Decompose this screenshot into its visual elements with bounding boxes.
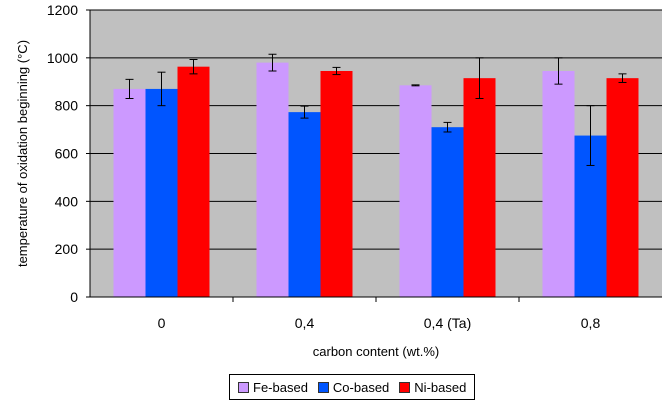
x-tick-label: 0,4 (Ta) [424, 315, 471, 331]
bar-co-based [145, 88, 178, 297]
y-tick-label: 600 [55, 146, 79, 162]
error-bar [125, 78, 134, 99]
axes [86, 9, 662, 302]
x-tick-label: 0 [158, 315, 166, 331]
legend-label: Co-based [332, 379, 390, 395]
y-tick-label: 1200 [47, 2, 78, 18]
bars [113, 62, 639, 298]
y-tick-labels: 0 200 400 600 800 1000 1200 [47, 2, 78, 305]
error-bar [268, 53, 277, 72]
bar-fe-based [113, 88, 146, 297]
legend-swatch [317, 381, 329, 393]
error-bar [443, 121, 452, 133]
x-tick-label: 0,8 [581, 315, 601, 331]
bar-ni-based [320, 70, 353, 297]
y-tick-label: 1000 [47, 50, 78, 66]
error-bars [125, 53, 627, 166]
bar-co-based [288, 112, 321, 297]
legend-item-co-based: Co-based [317, 379, 390, 395]
x-tick-label: 0,4 [295, 315, 315, 331]
legend-label: Ni-based [414, 379, 467, 395]
y-tick-label: 400 [55, 193, 79, 209]
error-bar [618, 73, 627, 83]
legend-swatch [399, 381, 411, 393]
error-bar [475, 57, 484, 99]
error-bar [554, 57, 563, 85]
error-bar [411, 84, 420, 87]
bar-fe-based [256, 62, 289, 297]
bar-ni-based [177, 66, 210, 298]
x-axis-title: carbon content (wt.%) [313, 344, 439, 359]
y-tick-label: 200 [55, 241, 79, 257]
error-bar [586, 105, 595, 166]
legend-label: Fe-based [253, 379, 308, 395]
bar-fe-based [399, 85, 432, 298]
error-bar [189, 59, 198, 75]
y-axis-title: temperature of oxidation beginning (°C) [15, 40, 30, 267]
y-tick-label: 0 [70, 289, 78, 305]
error-bar [157, 71, 166, 107]
bar-ni-based [463, 78, 496, 297]
legend-item-fe-based: Fe-based [238, 380, 308, 395]
x-tick-labels: 0 0,4 0,4 (Ta) 0,8 [158, 315, 601, 331]
bar-co-based [431, 127, 464, 297]
bar-ni-based [606, 78, 639, 297]
legend-item-ni-based: Ni-based [399, 380, 466, 395]
error-bar [300, 105, 309, 119]
error-bar [332, 66, 341, 76]
y-tick-label: 800 [55, 98, 79, 114]
legend: Fe-based Co-based Ni-based [229, 374, 476, 400]
bar-fe-based [542, 70, 575, 297]
legend-swatch [238, 381, 249, 393]
